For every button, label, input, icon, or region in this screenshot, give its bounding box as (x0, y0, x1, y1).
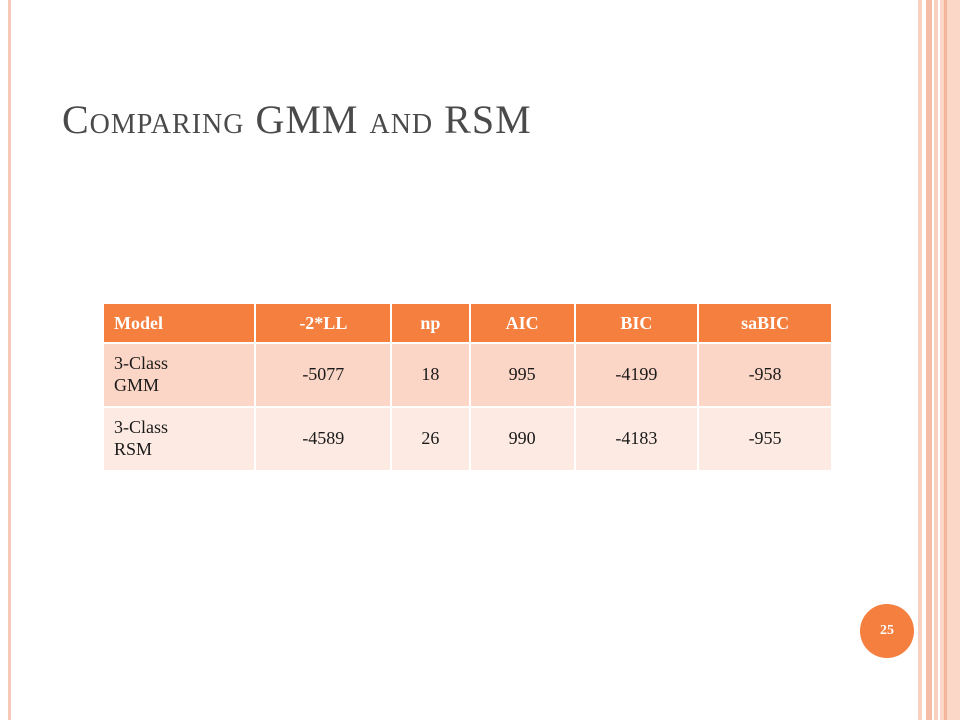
column-header-np: np (392, 304, 471, 344)
slide-title: Comparing GMM and RSM (62, 97, 532, 142)
page-number-badge: 25 (860, 604, 914, 658)
comparison-table: Model -2*LL np AIC BIC saBIC 3-Class GMM… (104, 304, 831, 472)
right-border-stripe (934, 0, 938, 720)
column-header-model: Model (104, 304, 257, 344)
aic-cell: 995 (470, 344, 576, 408)
bic-cell: -4183 (575, 408, 700, 472)
left-border-stripe (8, 0, 11, 720)
column-header-sabic: saBIC (699, 304, 831, 344)
neg2ll-cell: -5077 (256, 344, 393, 408)
bic-cell: -4199 (575, 344, 700, 408)
table-row: 3-Class GMM -5077 18 995 -4199 -958 (104, 344, 831, 408)
model-name-line: 3-Class (114, 353, 168, 374)
model-cell: 3-Class RSM (104, 408, 257, 472)
table-row: 3-Class RSM -4589 26 990 -4183 -955 (104, 408, 831, 472)
right-border-stripe (926, 0, 932, 720)
aic-cell: 990 (470, 408, 576, 472)
model-cell: 3-Class GMM (104, 344, 257, 408)
right-border-stripe (918, 0, 922, 720)
sabic-cell: -955 (699, 408, 831, 472)
column-header-aic: AIC (470, 304, 576, 344)
np-cell: 26 (392, 408, 471, 472)
column-header-neg2ll: -2*LL (256, 304, 393, 344)
np-cell: 18 (392, 344, 471, 408)
right-border-stripe (940, 0, 960, 720)
model-name-line: RSM (114, 439, 153, 459)
sabic-cell: -958 (699, 344, 831, 408)
column-header-bic: BIC (575, 304, 700, 344)
table-header-row: Model -2*LL np AIC BIC saBIC (104, 304, 831, 344)
model-name-line: 3-Class (114, 417, 168, 438)
right-border-stripe (944, 0, 947, 720)
neg2ll-cell: -4589 (256, 408, 393, 472)
model-name-line: GMM (114, 375, 160, 395)
